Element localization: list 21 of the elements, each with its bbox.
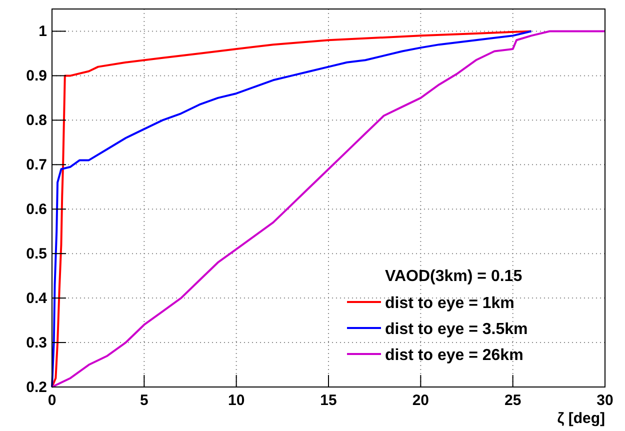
- x-tick-label: 5: [140, 392, 148, 409]
- x-tick-label: 0: [48, 392, 56, 409]
- y-tick-label: 0.7: [26, 156, 47, 174]
- x-tick-label: 10: [228, 392, 245, 409]
- y-tick-label: 0.4: [26, 290, 48, 308]
- y-tick-label: 0.3: [26, 334, 47, 352]
- legend-label: dist to eye = 26km: [385, 347, 524, 364]
- legend-title: VAOD(3km) = 0.15: [385, 268, 522, 285]
- y-tick-label: 0.6: [26, 201, 47, 218]
- legend-label: dist to eye = 3.5km: [385, 321, 528, 338]
- x-tick-label: 20: [412, 392, 430, 409]
- legend-label: dist to eye = 1km: [385, 295, 514, 312]
- y-tick-label: 0.9: [26, 68, 47, 85]
- y-tick-label: 0.5: [26, 246, 47, 263]
- y-tick-label: 0.2: [26, 379, 47, 396]
- x-tick-label: 25: [504, 392, 522, 409]
- x-tick-label: 30: [596, 392, 614, 409]
- x-axis-title: ζ [deg]: [557, 410, 605, 427]
- y-tick-label: 0.8: [26, 112, 47, 130]
- x-tick-label: 15: [320, 392, 337, 409]
- y-tick-label: 1: [38, 23, 47, 40]
